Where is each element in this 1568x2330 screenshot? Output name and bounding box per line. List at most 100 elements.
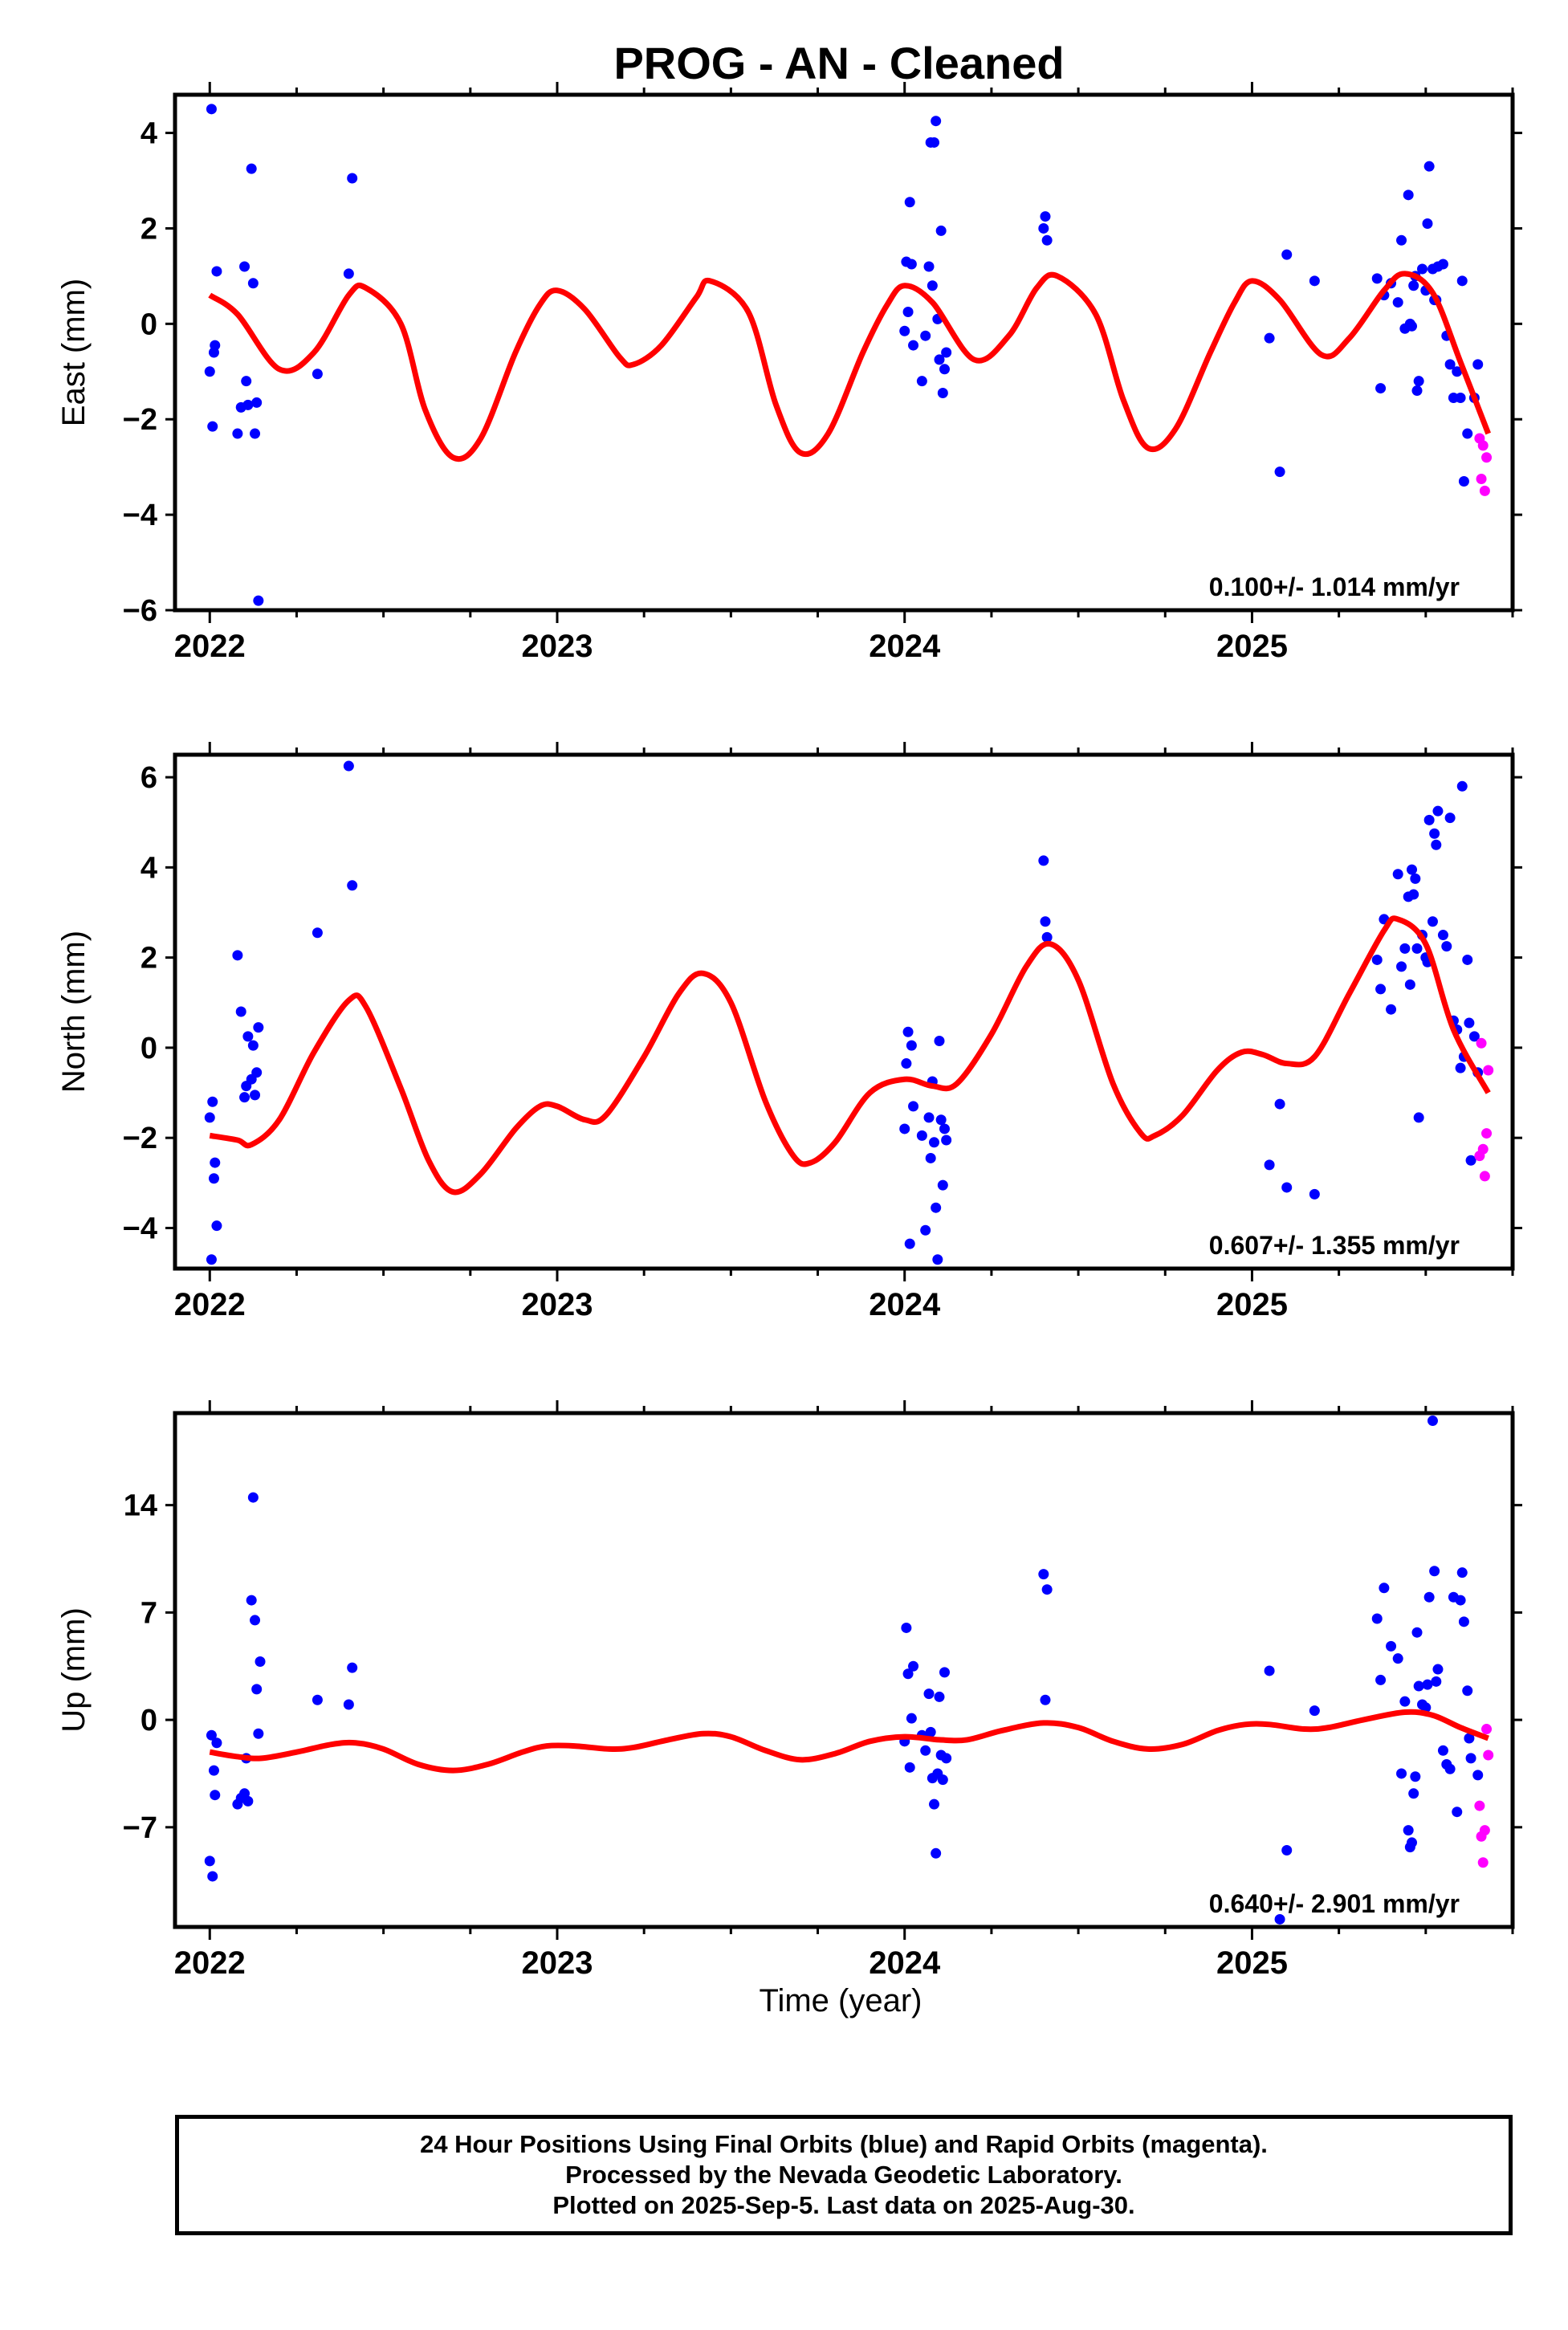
north-rapid-point bbox=[1481, 1128, 1493, 1139]
east-final-point bbox=[1264, 332, 1275, 344]
north-x-tick-label: 2022 bbox=[174, 1287, 246, 1322]
caption-box: 24 Hour Positions Using Final Orbits (bl… bbox=[175, 2115, 1513, 2235]
north-final-point bbox=[901, 1058, 912, 1069]
up-final-point bbox=[925, 1726, 936, 1737]
east-final-point bbox=[935, 225, 947, 236]
north-x-tick-label: 2023 bbox=[522, 1287, 593, 1322]
up-model-curve bbox=[209, 1709, 1489, 1774]
up-final-point bbox=[923, 1688, 935, 1700]
up-final-point bbox=[1455, 1595, 1466, 1606]
east-final-point bbox=[347, 173, 358, 184]
east-final-point bbox=[1455, 392, 1466, 403]
north-final-point bbox=[208, 1173, 219, 1184]
east-final-point bbox=[253, 595, 264, 606]
up-rapid-point bbox=[1481, 1724, 1493, 1735]
north-final-point bbox=[250, 1090, 261, 1101]
east-y-tick-label: 2 bbox=[141, 212, 157, 246]
up-final-point bbox=[1444, 1763, 1456, 1774]
up-final-point bbox=[251, 1684, 263, 1695]
north-final-point bbox=[923, 1112, 935, 1123]
up-y-tick-label: −7 bbox=[123, 1811, 157, 1845]
east-final-point bbox=[1416, 263, 1427, 275]
east-final-point bbox=[902, 306, 914, 317]
east-x-tick-label: 2024 bbox=[869, 629, 941, 664]
east-final-point bbox=[1452, 366, 1463, 377]
up-final-point bbox=[204, 1855, 215, 1867]
east-final-point bbox=[1423, 161, 1435, 172]
east-x-tick-label: 2025 bbox=[1216, 629, 1288, 664]
east-final-point bbox=[211, 266, 222, 277]
up-final-point bbox=[1371, 1613, 1383, 1624]
up-plot-frame bbox=[173, 1411, 1515, 1929]
north-final-point bbox=[931, 1202, 942, 1213]
up-final-point bbox=[1472, 1770, 1484, 1781]
north-final-point bbox=[1371, 954, 1383, 965]
north-final-point bbox=[207, 1096, 218, 1107]
east-final-point bbox=[232, 428, 243, 439]
up-final-point bbox=[1456, 1567, 1468, 1578]
east-final-point bbox=[1413, 376, 1424, 387]
up-final-point bbox=[1437, 1745, 1448, 1756]
up-final-point bbox=[1462, 1685, 1473, 1697]
east-final-point bbox=[923, 261, 935, 272]
north-final-point bbox=[235, 1006, 246, 1017]
north-final-point bbox=[253, 1022, 264, 1033]
east-final-point bbox=[251, 397, 263, 408]
up-final-point bbox=[1432, 1664, 1444, 1675]
east-panel: −6 −4 −2 0 2 4 2022 2023 2024 2025 East (mm) 0.100+… bbox=[56, 82, 1522, 664]
up-final-point bbox=[920, 1745, 931, 1756]
north-plot-frame bbox=[173, 752, 1515, 1271]
up-final-point bbox=[1396, 1768, 1407, 1779]
up-final-point bbox=[1420, 1702, 1432, 1713]
north-final-point bbox=[1429, 828, 1440, 839]
up-x-tick-label: 2024 bbox=[869, 1945, 941, 1981]
north-final-point bbox=[1386, 1004, 1397, 1015]
north-final-point bbox=[916, 1130, 927, 1141]
east-final-point bbox=[939, 364, 950, 375]
up-final-point bbox=[1038, 1569, 1049, 1580]
north-final-point bbox=[1410, 873, 1421, 884]
north-final-point bbox=[929, 1137, 940, 1148]
east-final-point bbox=[1458, 476, 1469, 487]
north-final-point bbox=[211, 1220, 222, 1232]
east-final-point bbox=[1371, 273, 1383, 284]
east-final-point bbox=[916, 376, 927, 387]
up-final-point bbox=[247, 1492, 259, 1503]
north-rate-label: 0.607+/- 1.355 mm/yr bbox=[1209, 1231, 1460, 1260]
east-final-point bbox=[241, 376, 252, 387]
east-final-point bbox=[1411, 385, 1423, 397]
north-rapid-point bbox=[1476, 1037, 1487, 1049]
east-final-point bbox=[1422, 218, 1433, 229]
east-y-tick-label: −6 bbox=[123, 594, 157, 628]
up-final-point bbox=[1427, 1416, 1438, 1427]
east-model-curve bbox=[208, 271, 1491, 462]
north-final-point bbox=[1427, 916, 1438, 927]
north-final-point bbox=[1404, 979, 1415, 990]
north-x-tick-label: 2024 bbox=[869, 1287, 941, 1322]
up-final-point bbox=[1041, 1584, 1053, 1595]
north-final-point bbox=[1413, 1112, 1424, 1123]
north-final-point bbox=[1274, 1098, 1285, 1110]
up-final-point bbox=[208, 1765, 219, 1776]
east-final-point bbox=[1375, 383, 1387, 394]
east-x-tick-label: 2022 bbox=[174, 629, 246, 664]
north-final-point bbox=[941, 1134, 952, 1146]
north-y-tick-label: −4 bbox=[123, 1212, 157, 1245]
up-final-point bbox=[1403, 1825, 1414, 1836]
up-final-point bbox=[210, 1790, 221, 1801]
north-final-point bbox=[920, 1224, 931, 1236]
north-final-point bbox=[932, 1254, 943, 1265]
east-plot-frame bbox=[173, 92, 1515, 613]
east-data-layer bbox=[204, 104, 1493, 606]
up-rapid-point bbox=[1477, 1857, 1489, 1868]
east-final-point bbox=[1462, 428, 1473, 439]
up-y-tick-label: 0 bbox=[141, 1704, 157, 1737]
east-final-point bbox=[204, 366, 215, 377]
up-x-tick-label: 2023 bbox=[522, 1945, 593, 1981]
up-data-layer bbox=[204, 1416, 1494, 1925]
north-rapid-point bbox=[1483, 1065, 1494, 1076]
north-final-point bbox=[935, 1114, 947, 1126]
east-rapid-point bbox=[1479, 485, 1490, 496]
up-final-point bbox=[1386, 1640, 1397, 1652]
north-model-curve bbox=[209, 915, 1491, 1196]
